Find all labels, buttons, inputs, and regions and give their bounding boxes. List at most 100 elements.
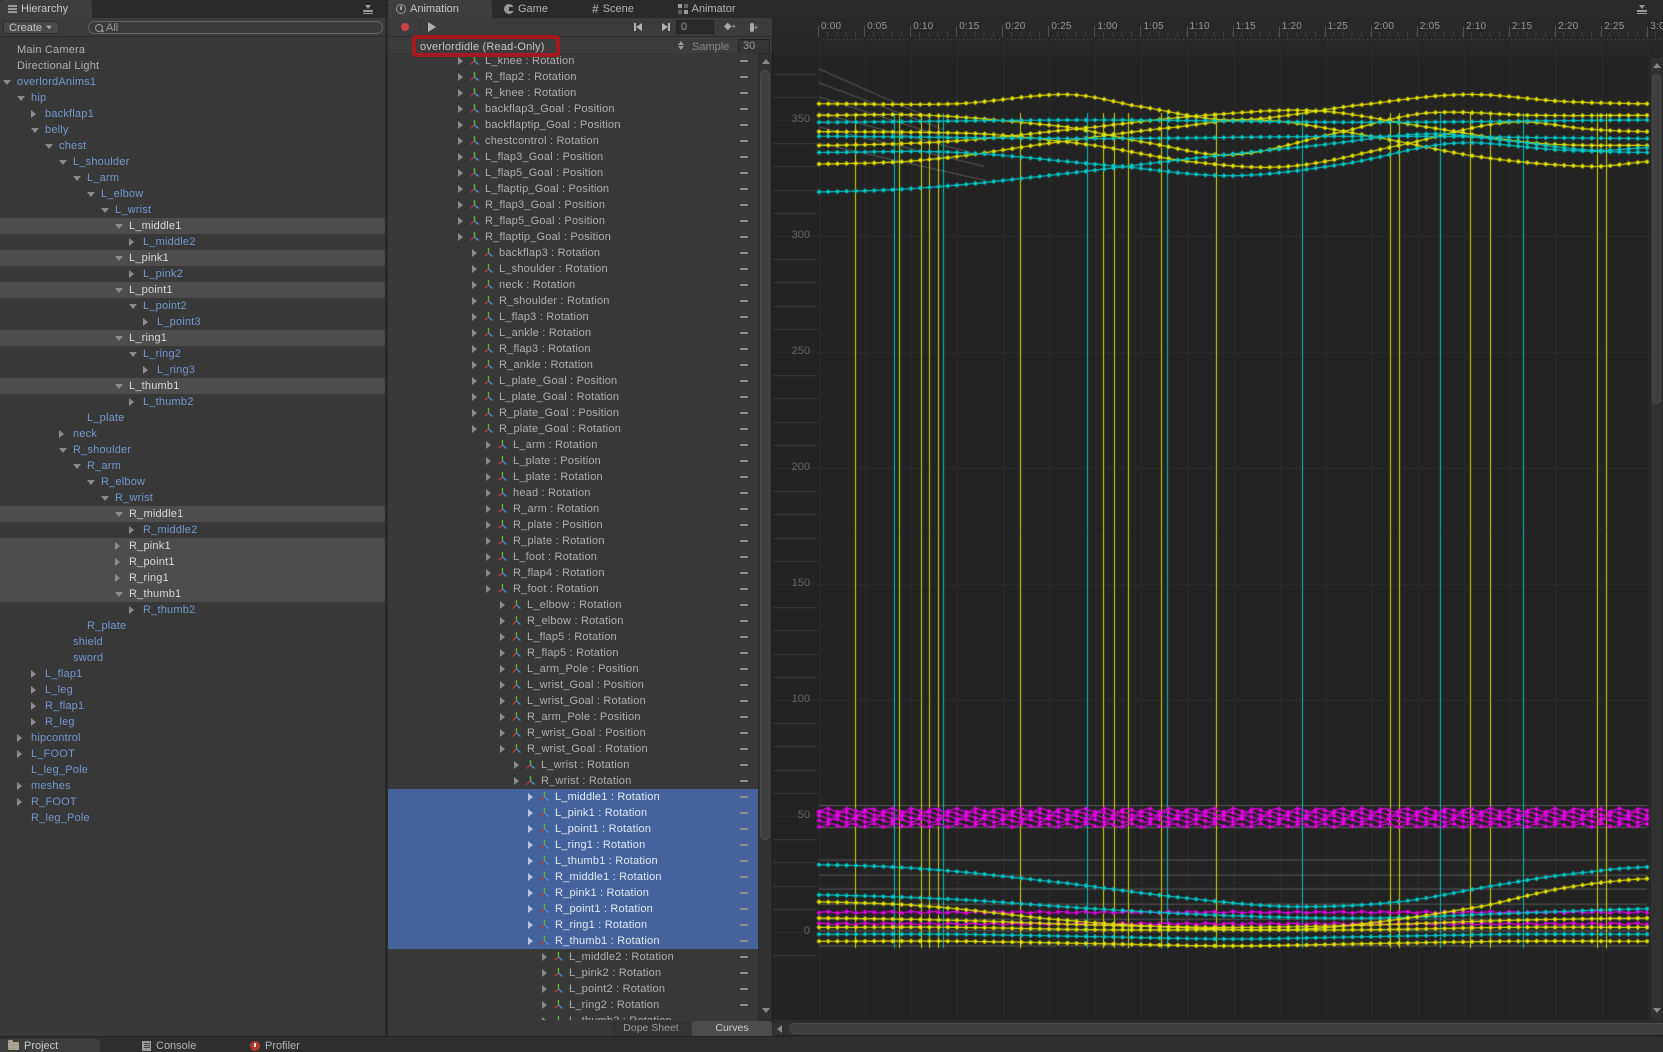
foldout-closed-icon[interactable]: [486, 521, 491, 529]
hierarchy-row[interactable]: L_FOOT: [0, 746, 385, 762]
property-row[interactable]: L_wrist_Goal : Rotation: [388, 693, 758, 709]
hierarchy-row[interactable]: R_middle1: [0, 506, 385, 522]
foldout-closed-icon[interactable]: [514, 761, 519, 769]
foldout-closed-icon[interactable]: [129, 526, 134, 534]
foldout-closed-icon[interactable]: [528, 809, 533, 817]
foldout-open-icon[interactable]: [115, 224, 123, 229]
property-row[interactable]: backflaptip_Goal : Position: [388, 117, 758, 133]
foldout-closed-icon[interactable]: [31, 110, 36, 118]
tab-animation[interactable]: Animation: [388, 0, 492, 18]
hierarchy-row[interactable]: R_thumb2: [0, 602, 385, 618]
foldout-closed-icon[interactable]: [472, 393, 477, 401]
property-row[interactable]: L_ring1 : Rotation: [388, 837, 758, 853]
property-row[interactable]: L_point1 : Rotation: [388, 821, 758, 837]
foldout-closed-icon[interactable]: [143, 318, 148, 326]
foldout-closed-icon[interactable]: [31, 670, 36, 678]
foldout-closed-icon[interactable]: [17, 782, 22, 790]
foldout-closed-icon[interactable]: [500, 729, 505, 737]
foldout-closed-icon[interactable]: [458, 89, 463, 97]
foldout-open-icon[interactable]: [115, 336, 123, 341]
foldout-open-icon[interactable]: [73, 176, 81, 181]
property-row[interactable]: chestcontrol : Rotation: [388, 133, 758, 149]
clip-popup-arrows-icon[interactable]: [678, 41, 684, 50]
property-row[interactable]: R_flap3 : Rotation: [388, 341, 758, 357]
hierarchy-row[interactable]: R_leg: [0, 714, 385, 730]
foldout-closed-icon[interactable]: [486, 505, 491, 513]
tab-profiler[interactable]: Profiler: [242, 1039, 340, 1052]
hierarchy-row[interactable]: R_leg_Pole: [0, 810, 385, 826]
property-row[interactable]: L_flap5_Goal : Position: [388, 165, 758, 181]
hierarchy-row[interactable]: L_ring3: [0, 362, 385, 378]
foldout-closed-icon[interactable]: [486, 537, 491, 545]
foldout-closed-icon[interactable]: [143, 366, 148, 374]
foldout-closed-icon[interactable]: [458, 137, 463, 145]
property-row[interactable]: L_arm : Rotation: [388, 437, 758, 453]
foldout-closed-icon[interactable]: [472, 249, 477, 257]
foldout-closed-icon[interactable]: [129, 606, 134, 614]
hierarchy-row[interactable]: R_FOOT: [0, 794, 385, 810]
property-row[interactable]: R_wrist : Rotation: [388, 773, 758, 789]
record-button[interactable]: [394, 20, 416, 34]
hierarchy-row[interactable]: R_point1: [0, 554, 385, 570]
property-row[interactable]: R_plate_Goal : Rotation: [388, 421, 758, 437]
hierarchy-row[interactable]: chest: [0, 138, 385, 154]
foldout-closed-icon[interactable]: [17, 734, 22, 742]
hierarchy-row[interactable]: R_ring1: [0, 570, 385, 586]
property-row[interactable]: R_thumb1 : Rotation: [388, 933, 758, 949]
hierarchy-row[interactable]: overlordAnims1: [0, 74, 385, 90]
hierarchy-row[interactable]: L_thumb2: [0, 394, 385, 410]
foldout-closed-icon[interactable]: [472, 265, 477, 273]
property-row[interactable]: L_flap3_Goal : Position: [388, 149, 758, 165]
property-row[interactable]: L_elbow : Rotation: [388, 597, 758, 613]
tab-animator[interactable]: Animator: [670, 0, 762, 18]
foldout-closed-icon[interactable]: [528, 889, 533, 897]
property-row[interactable]: R_flap5_Goal : Position: [388, 213, 758, 229]
tab-dope-sheet[interactable]: Dope Sheet: [612, 1021, 690, 1036]
foldout-closed-icon[interactable]: [500, 681, 505, 689]
hierarchy-row[interactable]: R_shoulder: [0, 442, 385, 458]
foldout-closed-icon[interactable]: [486, 553, 491, 561]
foldout-closed-icon[interactable]: [500, 649, 505, 657]
foldout-closed-icon[interactable]: [528, 841, 533, 849]
hierarchy-row[interactable]: belly: [0, 122, 385, 138]
play-button[interactable]: [420, 20, 443, 34]
hierarchy-row[interactable]: L_middle1: [0, 218, 385, 234]
foldout-closed-icon[interactable]: [17, 798, 22, 806]
hierarchy-row[interactable]: L_pink2: [0, 266, 385, 282]
curve-vscrollbar[interactable]: [1650, 57, 1663, 1020]
tab-scene[interactable]: # Scene: [584, 0, 666, 18]
property-row[interactable]: R_flap4 : Rotation: [388, 565, 758, 581]
property-row[interactable]: R_middle1 : Rotation: [388, 869, 758, 885]
foldout-closed-icon[interactable]: [472, 425, 477, 433]
property-row[interactable]: R_flaptip_Goal : Position: [388, 229, 758, 245]
foldout-open-icon[interactable]: [115, 384, 123, 389]
hierarchy-row[interactable]: R_plate: [0, 618, 385, 634]
foldout-closed-icon[interactable]: [458, 121, 463, 129]
property-row[interactable]: R_ring1 : Rotation: [388, 917, 758, 933]
property-row[interactable]: backflap3_Goal : Position: [388, 101, 758, 117]
hierarchy-row[interactable]: meshes: [0, 778, 385, 794]
foldout-closed-icon[interactable]: [542, 953, 547, 961]
hierarchy-row[interactable]: L_leg_Pole: [0, 762, 385, 778]
hierarchy-row[interactable]: backflap1: [0, 106, 385, 122]
foldout-closed-icon[interactable]: [458, 57, 463, 65]
property-row[interactable]: R_flap3_Goal : Position: [388, 197, 758, 213]
hierarchy-row[interactable]: L_plate: [0, 410, 385, 426]
foldout-open-icon[interactable]: [17, 96, 25, 101]
property-row[interactable]: R_foot : Rotation: [388, 581, 758, 597]
foldout-closed-icon[interactable]: [500, 617, 505, 625]
hierarchy-row[interactable]: Directional Light: [0, 58, 385, 74]
property-row[interactable]: L_plate_Goal : Position: [388, 373, 758, 389]
foldout-closed-icon[interactable]: [472, 329, 477, 337]
hierarchy-row[interactable]: hipcontrol: [0, 730, 385, 746]
foldout-closed-icon[interactable]: [472, 409, 477, 417]
hierarchy-row[interactable]: L_flap1: [0, 666, 385, 682]
property-row[interactable]: L_flaptip_Goal : Position: [388, 181, 758, 197]
foldout-closed-icon[interactable]: [17, 750, 22, 758]
foldout-closed-icon[interactable]: [129, 270, 134, 278]
property-row[interactable]: R_plate : Position: [388, 517, 758, 533]
foldout-closed-icon[interactable]: [486, 457, 491, 465]
foldout-closed-icon[interactable]: [129, 398, 134, 406]
property-row[interactable]: L_knee : Rotation: [388, 53, 758, 69]
foldout-open-icon[interactable]: [129, 352, 137, 357]
